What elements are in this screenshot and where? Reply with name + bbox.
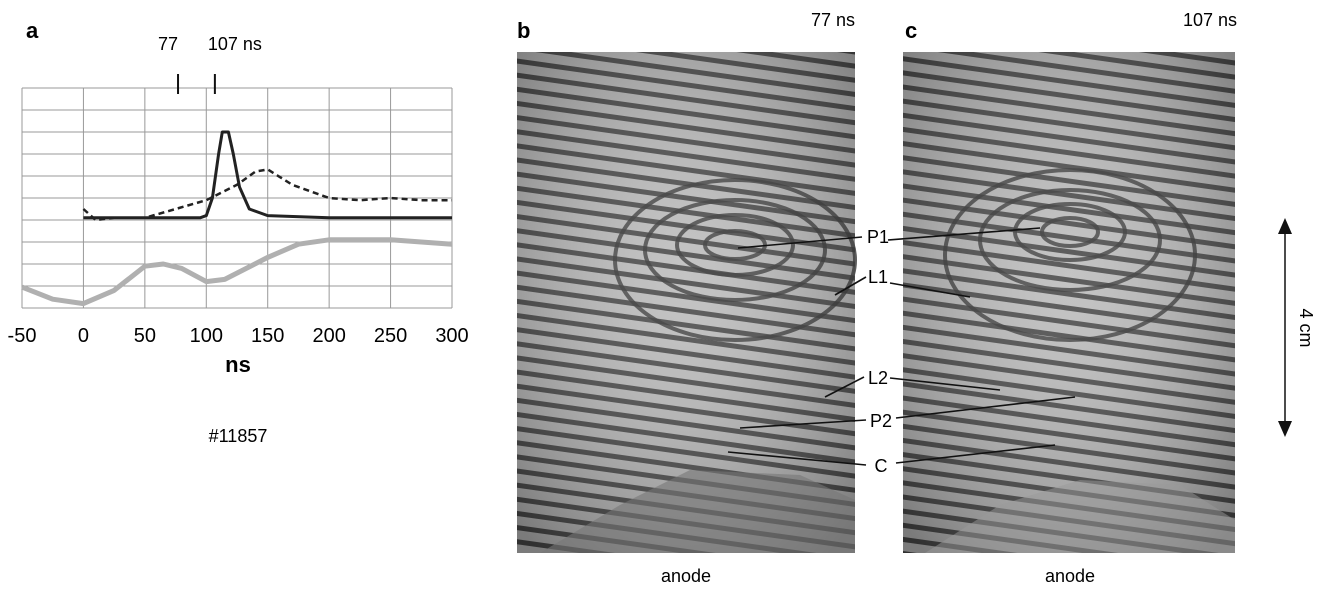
x-tick-label: 50 (134, 325, 156, 347)
x-tick-label: 150 (251, 325, 284, 347)
x-tick-label: 100 (190, 325, 223, 347)
interferogram-c (903, 52, 1235, 553)
marker-label: 107 ns (208, 34, 262, 54)
series-line (83, 130, 452, 220)
panel-label: b (517, 18, 530, 43)
x-tick-label: 0 (78, 325, 89, 347)
time-label: 107 ns (1183, 10, 1237, 30)
x-tick-label: 300 (435, 325, 468, 347)
caption: #11857 (209, 426, 268, 446)
time-label: 77 ns (811, 10, 855, 30)
feature-label: P1 (867, 227, 889, 247)
series-line (82, 168, 452, 222)
scale-label: 4 cm (1296, 308, 1316, 347)
series-line (21, 237, 453, 307)
feature-label: L1 (868, 267, 888, 287)
feature-label: L2 (868, 368, 888, 388)
marker-label: 77 (158, 34, 178, 54)
panel-label: a (26, 18, 39, 43)
interferogram-b (517, 52, 857, 553)
x-tick-label: 200 (312, 325, 345, 347)
electrode-label: anode (661, 566, 711, 586)
plot-a: -50 0 50 100 150 200 250 300 77 107 ns (8, 34, 469, 347)
x-tick-label: -50 (8, 325, 37, 347)
x-axis-label: ns (225, 352, 251, 377)
feature-label: P2 (870, 411, 892, 431)
leader-lines (727, 227, 1076, 466)
electrode-label: anode (1045, 566, 1095, 586)
scale-bar (1278, 218, 1292, 437)
feature-label: C (875, 456, 888, 476)
panel-label: c (905, 18, 917, 43)
x-tick-label: 250 (374, 325, 407, 347)
